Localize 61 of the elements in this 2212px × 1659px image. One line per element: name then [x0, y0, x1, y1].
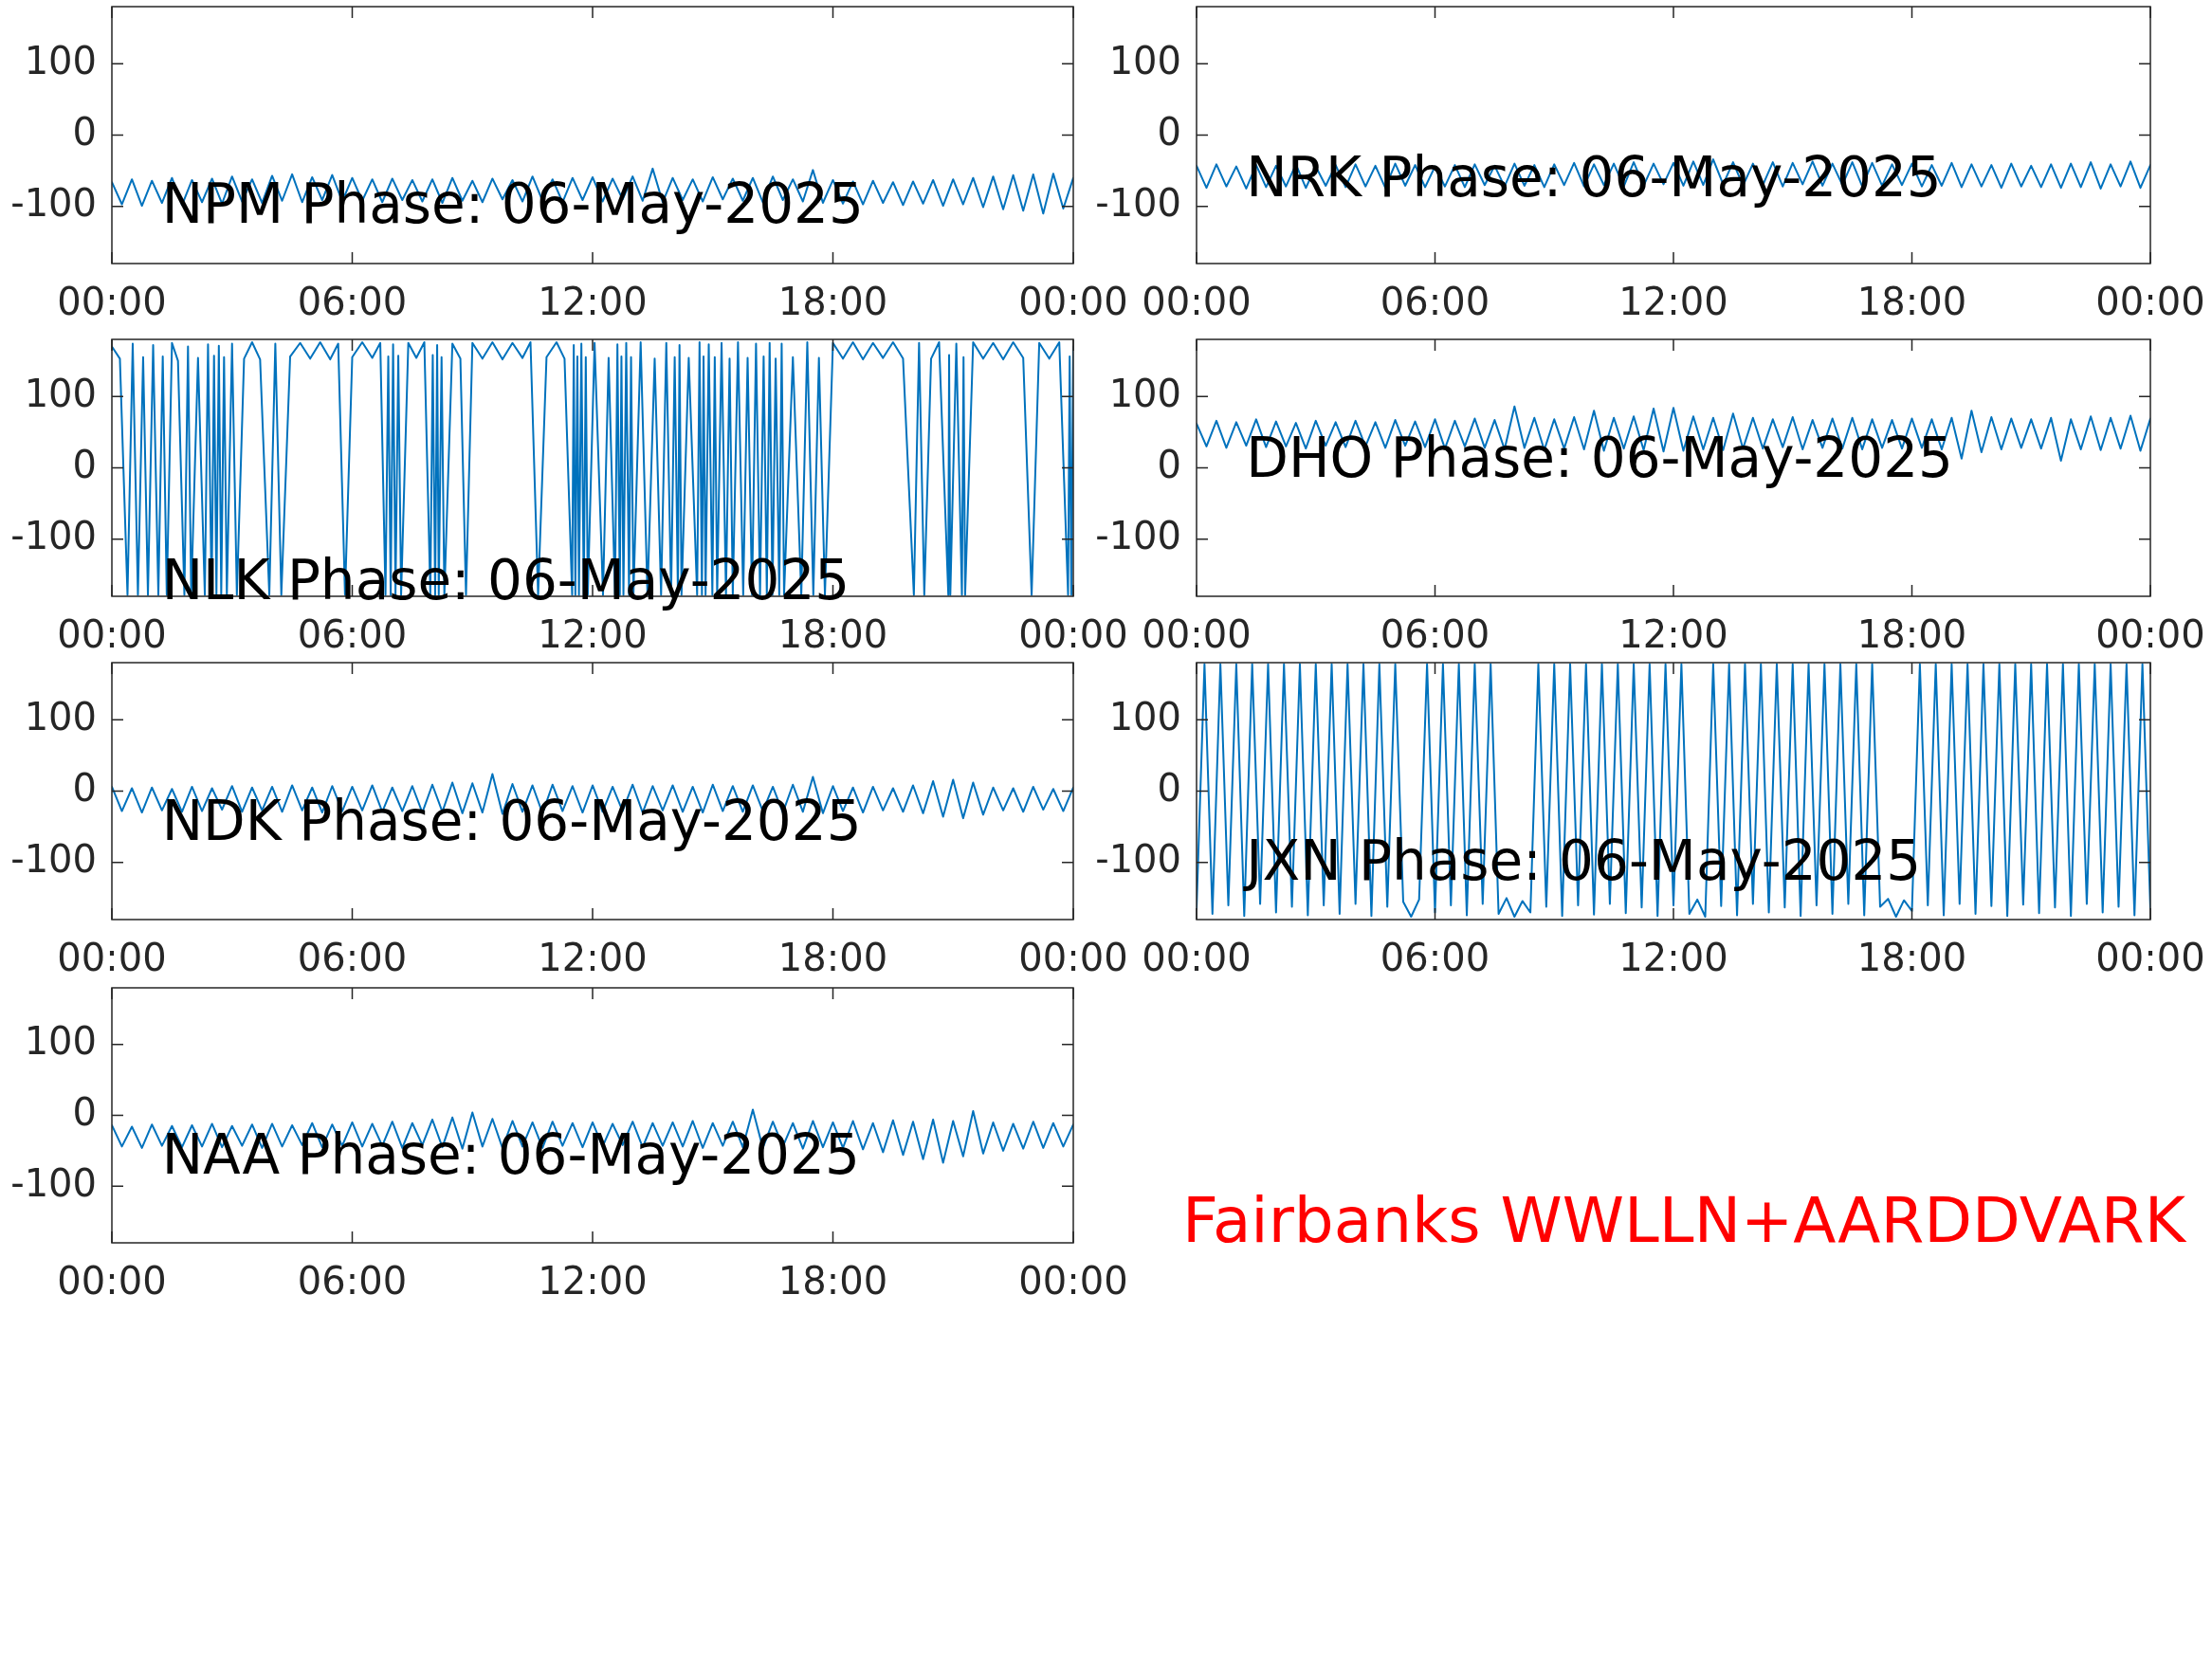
y-tick-label: -100: [1095, 514, 1181, 558]
y-tick-label: 0: [72, 765, 97, 810]
y-tick-label: 0: [72, 442, 97, 486]
y-tick-label: 0: [72, 109, 97, 154]
y-tick-label: -100: [10, 1160, 97, 1205]
y-tick-label: -100: [10, 514, 97, 558]
text: DHO Phase: 06-May-2025: [1246, 425, 1953, 490]
x-tick-label: 18:00: [1856, 280, 1967, 324]
x-tick-label: 12:00: [538, 612, 648, 657]
y-tick-label: -100: [1095, 181, 1181, 226]
y-tick-label: 100: [1108, 694, 1181, 738]
x-tick-label: 00:00: [2095, 612, 2205, 657]
y-tick-label: 100: [1108, 371, 1181, 415]
x-tick-label: 18:00: [777, 612, 888, 657]
x-tick-label: 18:00: [1856, 612, 1967, 657]
x-tick-label: 12:00: [1618, 612, 1728, 657]
x-tick-label: 06:00: [1380, 936, 1490, 980]
x-tick-label: 18:00: [777, 1259, 888, 1304]
x-tick-label: 00:00: [1018, 936, 1128, 980]
y-tick-label: 100: [24, 1019, 97, 1064]
x-tick-label: 06:00: [297, 936, 408, 980]
y-tick-label: 100: [1108, 38, 1181, 82]
y-tick-label: -100: [10, 181, 97, 226]
text: NDK Phase: 06-May-2025: [161, 788, 862, 853]
x-tick-label: 18:00: [777, 280, 888, 324]
x-tick-label: 00:00: [1018, 1259, 1128, 1304]
y-tick-label: 0: [1157, 442, 1181, 486]
x-tick-label: 00:00: [2095, 936, 2205, 980]
y-tick-label: 100: [24, 371, 97, 415]
text: Fairbanks WWLLN+AARDDVARK: [1182, 1184, 2185, 1258]
x-tick-label: 06:00: [1380, 612, 1490, 657]
x-tick-label: 18:00: [777, 936, 888, 980]
x-tick-label: 06:00: [297, 1259, 408, 1304]
text: NPM Phase: 06-May-2025: [161, 171, 864, 236]
x-tick-label: 00:00: [1142, 612, 1252, 657]
text: NAA Phase: 06-May-2025: [161, 1122, 860, 1188]
x-tick-label: 06:00: [297, 280, 408, 324]
x-tick-label: 00:00: [1142, 280, 1252, 324]
x-tick-label: 00:00: [1142, 936, 1252, 980]
y-tick-label: 100: [24, 38, 97, 82]
x-tick-label: 00:00: [57, 1259, 167, 1304]
y-tick-label: -100: [1095, 837, 1181, 882]
y-tick-label: 0: [72, 1089, 97, 1134]
x-tick-label: 18:00: [1856, 936, 1967, 980]
x-tick-label: 06:00: [1380, 280, 1490, 324]
x-tick-label: 12:00: [538, 936, 648, 980]
x-tick-label: 00:00: [1018, 280, 1128, 324]
x-tick-label: 12:00: [538, 280, 648, 324]
y-tick-label: 100: [24, 694, 97, 738]
x-tick-label: 00:00: [57, 280, 167, 324]
x-tick-label: 12:00: [1618, 936, 1728, 980]
y-tick-label: 0: [1157, 765, 1181, 810]
x-tick-label: 12:00: [1618, 280, 1728, 324]
x-tick-label: 12:00: [538, 1259, 648, 1304]
x-tick-label: 06:00: [297, 612, 408, 657]
x-tick-label: 00:00: [57, 936, 167, 980]
x-tick-label: 00:00: [1018, 612, 1128, 657]
y-tick-label: 0: [1157, 109, 1181, 154]
y-tick-label: -100: [10, 837, 97, 882]
x-tick-label: 00:00: [57, 612, 167, 657]
x-tick-label: 00:00: [2095, 280, 2205, 324]
